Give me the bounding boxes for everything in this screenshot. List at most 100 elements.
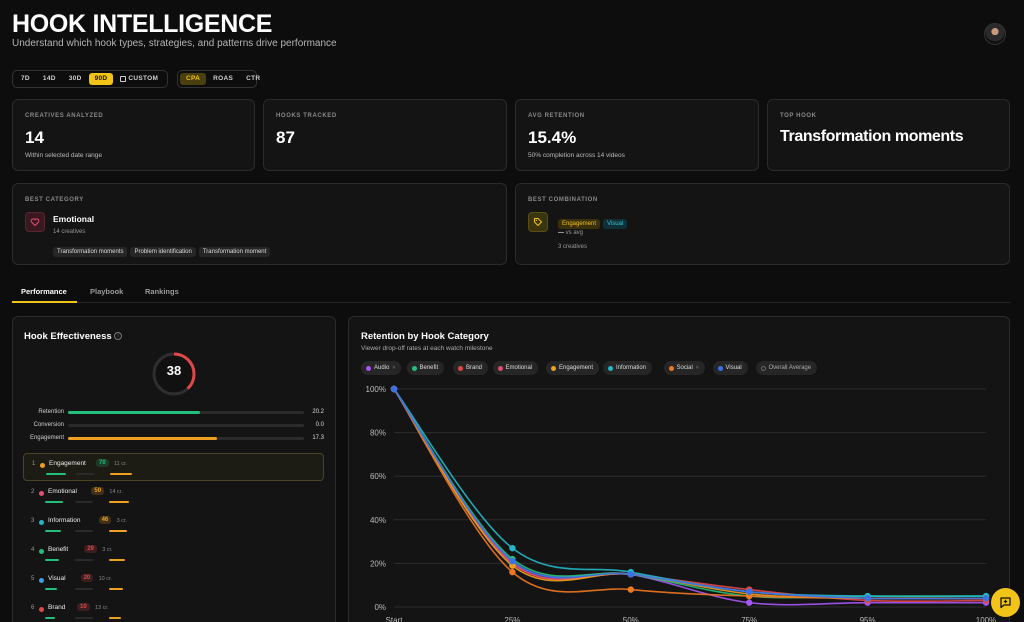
range-30d-button[interactable]: 30D	[68, 75, 82, 82]
range-custom-button[interactable]: CUSTOM	[114, 73, 164, 85]
best-combination-card: BEST COMBINATION Engagement Visual — vs a…	[515, 183, 1010, 265]
legend-chip[interactable]: Audio ˅	[361, 361, 402, 375]
ranking-row[interactable]: 5 Visual 20 10 cr.	[23, 569, 324, 597]
category-dot	[39, 607, 44, 612]
retention-line-chart: 0% 20% 40% 60% 80% 100% Start 25% 50% 75% 95% 100%	[366, 385, 997, 622]
category-score: 46	[98, 516, 112, 524]
legend-color-dot	[411, 365, 417, 371]
ranking-row[interactable]: 2 Emotional 50 14 cr.	[23, 482, 324, 510]
y-tick-label: 20%	[370, 559, 386, 568]
bar-value: 20.2	[312, 409, 324, 415]
metric-ctr-button[interactable]: CTR	[246, 75, 261, 82]
chat-plus-icon	[1000, 597, 1011, 609]
date-range-selector: 7D 14D 30D 90D CUSTOM	[12, 70, 168, 88]
category-dot	[39, 578, 44, 583]
ranking-row[interactable]: 3 Information 46 3 cr.	[23, 511, 324, 539]
legend-chip[interactable]: Overall Average	[755, 361, 818, 375]
bar-fill	[68, 437, 217, 440]
mini-bar-conversion	[75, 559, 93, 561]
category-score: 10	[77, 603, 90, 611]
kpi-sub: Within selected date range	[25, 152, 102, 159]
mini-bar-engagement	[110, 473, 132, 475]
info-icon[interactable]: i	[114, 332, 122, 340]
category-name: Visual	[48, 575, 66, 582]
series-line-information	[393, 388, 987, 598]
feedback-button[interactable]	[991, 588, 1020, 617]
bar-track	[68, 411, 304, 414]
legend-chip[interactable]: Information	[603, 361, 653, 375]
series-line-emotional	[393, 388, 987, 600]
kpi-value: 15.4%	[528, 128, 577, 147]
calendar-icon	[120, 76, 127, 82]
y-tick-label: 80%	[370, 429, 386, 438]
range-14d-button[interactable]: 14D	[42, 75, 56, 82]
combination-vs-label: vs avg	[565, 230, 584, 236]
best-category-label: BEST CATEGORY	[25, 197, 84, 203]
metric-selector: CPA ROAS CTR	[177, 70, 260, 88]
page-subtitle: Understand which hook types, strategies,…	[12, 38, 337, 49]
data-point-visual	[627, 571, 634, 578]
legend-color-dot	[717, 365, 723, 371]
legend-color-dot	[458, 365, 463, 371]
data-point-audio	[746, 599, 753, 606]
metric-roas-button[interactable]: ROAS	[213, 75, 234, 82]
data-point-information	[509, 544, 516, 552]
kpi-label: AVG RETENTION	[528, 113, 585, 119]
score-arc	[152, 352, 196, 396]
legend-label: Overall Average	[768, 365, 812, 371]
x-tick-label: 75%	[741, 616, 757, 622]
legend-chip[interactable]: Brand	[453, 361, 489, 375]
avatar[interactable]	[984, 23, 1006, 45]
x-tick-label: 25%	[504, 616, 520, 622]
metric-cpa-button[interactable]: CPA	[180, 73, 207, 85]
retention-chart-title: Retention by Hook Category	[361, 331, 489, 342]
series-line-benefit	[393, 388, 986, 599]
data-point-social	[509, 568, 516, 576]
y-tick-label: 0%	[374, 603, 386, 612]
series-line-audio	[393, 388, 986, 606]
mini-bar-conversion	[75, 588, 93, 590]
creative-count: 14 cr.	[109, 489, 123, 495]
ranking-row[interactable]: 4 Benefit 29 3 cr.	[23, 540, 324, 568]
rank-number: 2	[31, 489, 35, 495]
legend-chip[interactable]: Engagement	[546, 361, 600, 375]
data-point-visual	[390, 385, 398, 393]
mini-bar-engagement	[109, 501, 129, 503]
conversion-bar: Conversion 0.0	[12, 421, 324, 431]
kpi-value: Transformation moments	[780, 128, 964, 145]
tab-rankings[interactable]: Rankings	[145, 287, 179, 296]
hook-effectiveness-title: Hook Effectiveness	[24, 331, 112, 342]
mini-bar-retention	[46, 473, 66, 475]
legend-chip[interactable]: Emotional	[492, 361, 539, 375]
engagement-bar: Engagement 17.3	[12, 434, 324, 444]
y-tick-label: 100%	[366, 385, 386, 394]
bar-label: Conversion	[33, 422, 64, 428]
x-tick-label: 50%	[623, 616, 639, 622]
range-90d-button[interactable]: 90D	[88, 73, 114, 85]
data-point-visual	[982, 595, 990, 602]
creative-count: 10 cr.	[98, 576, 113, 582]
ranking-row[interactable]: 1 Engagement 70 11 cr.	[23, 453, 324, 481]
bar-value: 17.3	[312, 435, 324, 441]
ranking-row[interactable]: 6 Brand 10 13 cr.	[23, 598, 324, 622]
legend-color-dot	[366, 365, 371, 371]
rank-number: 1	[32, 461, 36, 467]
combination-count: 3 creatives	[558, 244, 588, 250]
legend-chip[interactable]: Social ˅	[663, 361, 705, 375]
heart-icon	[25, 212, 45, 232]
creative-count: 11 cr.	[114, 461, 128, 467]
tab-performance[interactable]: Performance	[21, 287, 67, 296]
legend-chip[interactable]: Benefit	[406, 361, 445, 375]
legend-label: Information	[616, 365, 647, 371]
tab-playbook[interactable]: Playbook	[90, 287, 124, 296]
data-point-social	[627, 586, 634, 593]
mini-bar-retention	[45, 588, 57, 590]
rank-number: 4	[31, 547, 35, 553]
category-name: Benefit	[48, 546, 69, 553]
x-tick-label: 100%	[976, 616, 996, 622]
range-7d-button[interactable]: 7D	[21, 75, 30, 82]
combination-vs-avg: — vs avg	[558, 230, 583, 236]
legend-label: Benefit	[419, 365, 439, 371]
legend-chip[interactable]: Visual	[712, 361, 748, 375]
bar-value: 0.0	[315, 422, 324, 428]
